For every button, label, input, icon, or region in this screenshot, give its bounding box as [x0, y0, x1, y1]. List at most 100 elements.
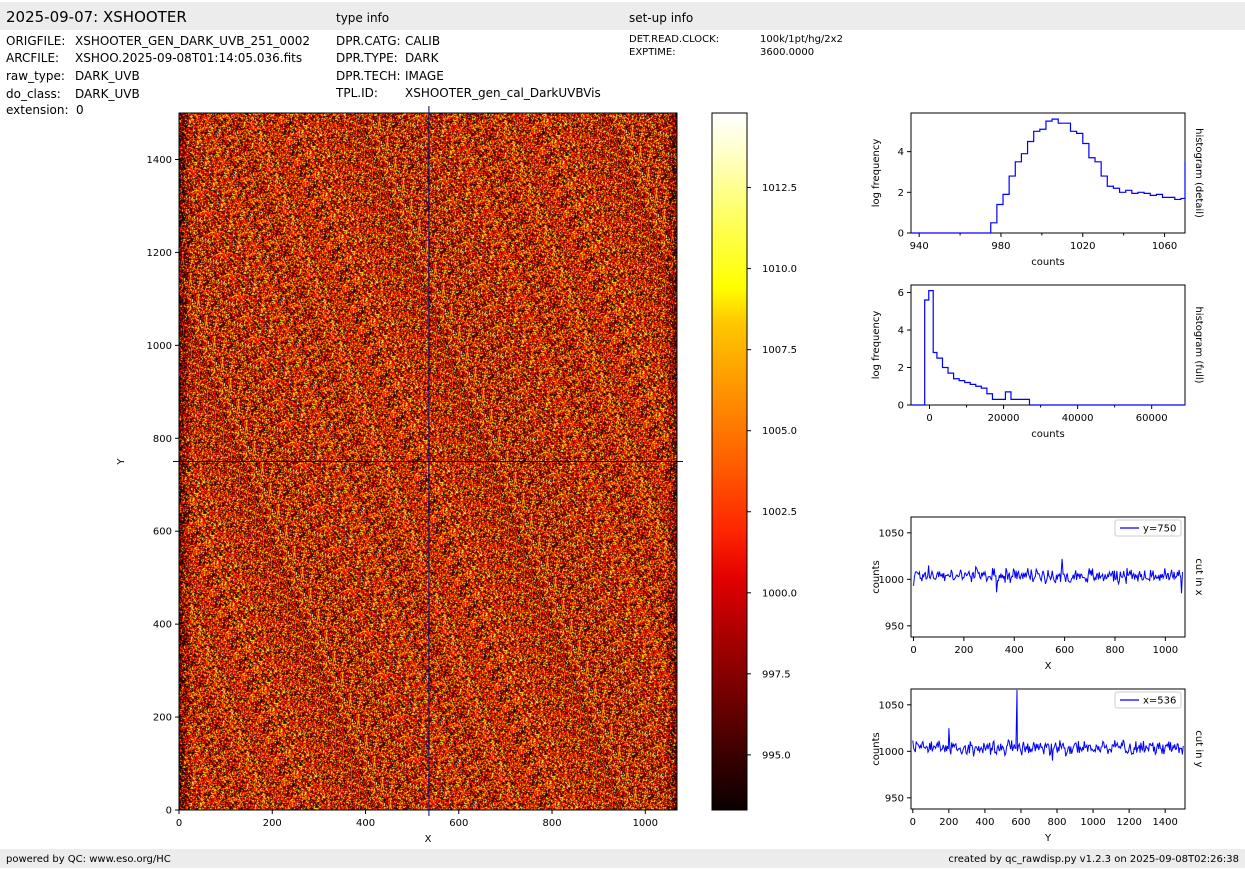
- file-info-value: XSHOOTER_GEN_DARK_UVB_251_0002: [75, 34, 310, 48]
- x-tick-label: 400: [975, 817, 994, 828]
- cut-line: [912, 689, 1184, 761]
- colorbar-tick-label: 1012.5: [762, 183, 797, 194]
- legend-box: [1114, 519, 1182, 537]
- x-tick-label: 0: [926, 413, 932, 424]
- page-title: 2025-09-07: XSHOOTER: [6, 8, 187, 26]
- type-info-heading: type info: [336, 11, 390, 25]
- y-tick-label: 1000: [147, 341, 172, 352]
- type-info-value: CALIB: [405, 34, 441, 48]
- file-info-key: do_class:: [6, 87, 61, 101]
- file-info-key: ARCFILE:: [6, 51, 60, 65]
- y-tick-label: 0: [898, 401, 904, 412]
- file-info-key: raw_type:: [6, 69, 65, 83]
- side-label: cut in x: [1193, 558, 1204, 595]
- x-tick-label: 1060: [1152, 241, 1177, 252]
- x-tick-label: 400: [356, 818, 375, 829]
- y-tick-label: 1050: [879, 528, 904, 539]
- y-tick-label: 4: [898, 326, 904, 337]
- side-label: cut in y: [1193, 730, 1204, 767]
- colorbar-tick-label: 1000.0: [762, 588, 797, 599]
- y-axis-label: Y: [116, 458, 127, 466]
- type-info-value: DARK: [405, 51, 439, 65]
- y-axis-label: counts: [871, 560, 882, 593]
- file-info-key: ORIGFILE:: [6, 34, 66, 48]
- file-info-key: extension:: [6, 103, 69, 117]
- setup-info-value: 100k/1pt/hg/2x2: [760, 34, 843, 45]
- footer-left: powered by QC: www.eso.org/HC: [6, 854, 171, 865]
- x-tick-label: 940: [910, 241, 929, 252]
- colorbar-gradient: [712, 113, 747, 810]
- x-tick-label: 1400: [1152, 817, 1177, 828]
- type-info-key: DPR.CATG:: [336, 34, 401, 48]
- colorbar-tick-label: 997.5: [762, 669, 791, 680]
- type-info-key: DPR.TYPE:: [336, 51, 398, 65]
- y-tick-label: 2: [898, 363, 904, 374]
- y-tick-label: 4: [898, 147, 904, 158]
- setup-info-key: DET.READ.CLOCK:: [629, 34, 720, 45]
- x-tick-label: 0: [176, 818, 182, 829]
- y-tick-label: 0: [166, 806, 172, 817]
- y-tick-label: 6: [898, 288, 904, 299]
- cut-line: [913, 558, 1183, 594]
- y-tick-label: 1050: [879, 700, 904, 711]
- footer-right: created by qc_rawdisp.py v1.2.3 on 2025-…: [948, 854, 1239, 865]
- x-tick-label: 800: [1105, 645, 1124, 656]
- y-tick-label: 800: [153, 434, 172, 445]
- header-band: [0, 2, 1245, 30]
- y-tick-label: 1000: [879, 575, 904, 586]
- type-info-key: DPR.TECH:: [336, 69, 401, 83]
- x-tick-label: 1000: [1153, 645, 1178, 656]
- y-tick-label: 600: [153, 527, 172, 538]
- colorbar-tick-label: 1010.0: [762, 264, 797, 275]
- cut-in-x-frame: [910, 516, 1186, 638]
- x-tick-label: 800: [1047, 817, 1066, 828]
- y-tick-label: 1000: [879, 747, 904, 758]
- x-tick-label: 20000: [988, 413, 1020, 424]
- colorbar-tick-label: 1002.5: [762, 507, 797, 518]
- histogram-line: [911, 118, 1186, 234]
- x-tick-label: 1200: [1116, 817, 1141, 828]
- x-tick-label: 1020: [1070, 241, 1095, 252]
- x-tick-label: 1000: [633, 818, 658, 829]
- x-axis-label: X: [1045, 661, 1052, 672]
- legend-box: [1114, 691, 1182, 709]
- x-tick-label: 200: [954, 645, 973, 656]
- y-tick-label: 1200: [147, 248, 172, 259]
- colorbar-tick-label: 1005.0: [762, 426, 797, 437]
- file-info-value: DARK_UVB: [75, 69, 140, 83]
- y-axis-label: log frequency: [871, 139, 882, 208]
- x-tick-label: 0: [910, 645, 916, 656]
- type-info-value: IMAGE: [405, 69, 444, 83]
- colorbar-tick-label: 995.0: [762, 750, 791, 761]
- colorbar-tick-label: 1007.5: [762, 345, 797, 356]
- setup-info-heading: set-up info: [629, 11, 694, 25]
- x-tick-label: 40000: [1062, 413, 1094, 424]
- x-axis-label: counts: [1031, 257, 1064, 268]
- setup-info-key: EXPTIME:: [629, 47, 676, 58]
- x-tick-label: 600: [1011, 817, 1030, 828]
- y-tick-label: 200: [153, 713, 172, 724]
- x-tick-label: 1000: [1080, 817, 1105, 828]
- setup-info-value: 3600.0000: [760, 47, 815, 58]
- histogram-full-frame: [910, 284, 1186, 406]
- x-tick-label: 600: [449, 818, 468, 829]
- cut-in-y-frame: [910, 688, 1186, 810]
- x-tick-label: 200: [263, 818, 282, 829]
- side-label: histogram (detail): [1193, 128, 1204, 218]
- x-tick-label: 0: [910, 817, 916, 828]
- y-axis-label: counts: [871, 732, 882, 765]
- x-tick-label: 400: [1005, 645, 1024, 656]
- histogram-line: [911, 290, 1185, 406]
- y-tick-label: 0: [898, 229, 904, 240]
- type-info-value: XSHOOTER_gen_cal_DarkUVBVis: [405, 86, 601, 100]
- y-tick-label: 950: [885, 793, 904, 804]
- x-tick-label: 600: [1055, 645, 1074, 656]
- side-label: histogram (full): [1193, 306, 1204, 383]
- x-tick-label: 980: [991, 241, 1010, 252]
- x-tick-label: 800: [542, 818, 561, 829]
- histogram-detail-frame: [910, 112, 1186, 234]
- footer-band: [0, 849, 1245, 868]
- x-axis-label: X: [425, 834, 432, 845]
- legend-label: y=750: [1143, 524, 1176, 535]
